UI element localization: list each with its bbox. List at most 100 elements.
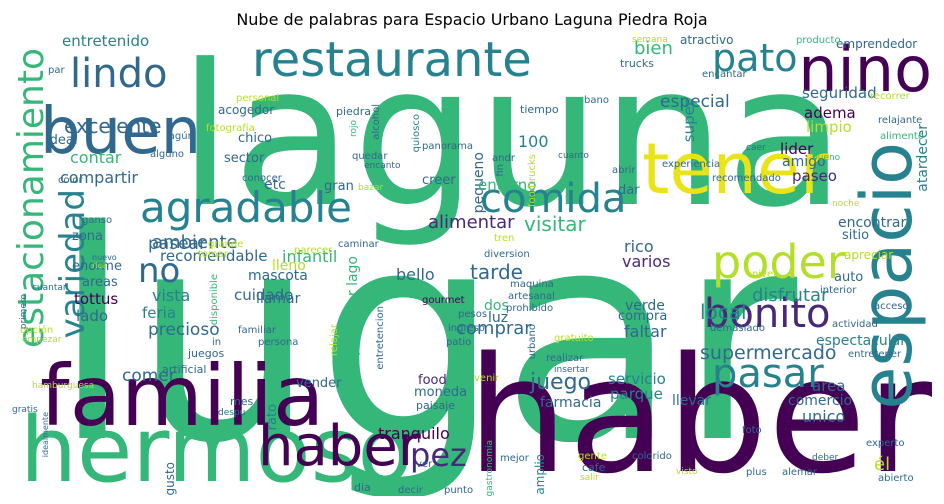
cloud-word: piedra: [336, 105, 372, 118]
cloud-word: amplio: [533, 454, 547, 495]
cloud-word: disponible: [209, 274, 220, 326]
cloud-word: lindo: [70, 51, 168, 97]
cloud-word: poder: [712, 235, 846, 289]
cloud-word: pesos: [458, 309, 488, 320]
cloud-word: compra: [618, 309, 668, 324]
cloud-word: especial: [660, 92, 730, 112]
cloud-word: caer: [746, 143, 766, 153]
chart-title: Nube de palabras para Espacio Urbano Lag…: [236, 10, 708, 29]
cloud-word: entretenido: [62, 34, 150, 50]
cloud-word: bien: [634, 38, 673, 59]
cloud-word: comida: [480, 176, 627, 222]
cloud-word: panorama: [422, 141, 474, 152]
cloud-word: gran: [324, 179, 354, 194]
cloud-word: foodtrucks: [527, 154, 538, 207]
word-cloud: lugar laguna haber hermoso familia restaurant…: [12, 34, 932, 496]
cloud-word: tiempo: [520, 103, 559, 116]
cloud-word: ambiente: [152, 232, 238, 253]
cloud-word: servicio: [608, 370, 666, 388]
cloud-word: prohibido: [506, 303, 554, 314]
cloud-word: relajar: [329, 324, 340, 356]
cloud-word: ganso: [82, 215, 113, 226]
cloud-word: comercio: [788, 393, 853, 409]
cloud-word: artificial: [162, 363, 207, 376]
cloud-word: alemar: [782, 467, 818, 478]
cloud-word: interior: [820, 285, 857, 296]
cloud-word: patio: [446, 337, 472, 348]
cloud-word: sector: [224, 151, 265, 166]
cloud-word: alimento: [880, 131, 924, 142]
cloud-word: vender: [296, 376, 342, 391]
cloud-word: insertar: [554, 365, 589, 375]
cloud-word: fin: [495, 164, 506, 177]
cloud-word: restaurante: [252, 34, 532, 88]
cloud-word: noche: [832, 199, 860, 209]
cloud-word: bello: [396, 265, 435, 284]
cloud-word: contar: [70, 148, 122, 167]
cloud-word: comprar: [456, 318, 532, 339]
cloud-word: bonito: [704, 291, 831, 337]
cloud-word: vista: [152, 286, 191, 305]
cloud-word: luz: [488, 310, 509, 326]
cloud-word: tener: [642, 128, 829, 210]
cloud-word: super: [680, 100, 698, 143]
cloud-word: disfrutar: [752, 285, 829, 306]
cloud-word: bano: [584, 95, 609, 106]
cloud-word: rojo: [349, 120, 359, 138]
cloud-word: gratis: [12, 405, 38, 415]
cloud-word: nuevo: [92, 253, 117, 262]
cloud-word: diversion: [484, 249, 530, 260]
cloud-word: experiencia: [662, 159, 721, 170]
cloud-word: pasear: [148, 234, 206, 254]
cloud-word: limpio: [806, 118, 852, 136]
cloud-word: rico: [624, 237, 654, 256]
cloud-word: plus: [746, 467, 767, 478]
cloud-word: producto: [796, 35, 841, 46]
cloud-word: mascota: [248, 268, 308, 284]
cloud-word: in: [212, 337, 222, 348]
cloud-word: actividad: [832, 319, 878, 330]
cloud-word: quiosco: [411, 114, 422, 153]
cloud-word: él: [874, 454, 891, 475]
cloud-word: haber: [258, 414, 421, 479]
cloud-word: alimentar: [428, 212, 515, 233]
cloud-word: gratuito: [554, 333, 594, 344]
cloud-word: bueno: [812, 153, 841, 163]
cloud-word: atractivo: [680, 34, 734, 47]
cloud-word: decir: [398, 485, 423, 496]
cloud-word: laguna: [178, 34, 846, 251]
cloud-word: verde: [625, 298, 665, 314]
cloud-word: lider: [780, 140, 814, 158]
cloud-word: mejor: [500, 453, 529, 464]
cloud-word: cuantar: [32, 283, 67, 293]
cloud-word: juego: [530, 370, 592, 395]
cloud-word: ideal: [46, 133, 78, 148]
cloud-word: alcohol: [371, 104, 382, 140]
cloud-word: unico: [802, 407, 846, 426]
cloud-word: tren: [494, 233, 515, 244]
cloud-word: encantar: [702, 69, 747, 80]
cloud-word: etc: [264, 177, 286, 193]
cloud-word: agradable: [140, 183, 352, 232]
cloud-word: alguno: [150, 149, 185, 160]
cloud-word: hamburguesa: [32, 381, 95, 391]
cloud-word: compartir: [60, 168, 139, 187]
cloud-word: dos: [484, 298, 509, 314]
cloud-word: lagún: [166, 131, 194, 142]
cloud-word: familiar: [238, 325, 276, 336]
cloud-word: juegos: [188, 347, 225, 360]
cloud-word: buen: [40, 95, 202, 169]
cloud-word: sitio: [842, 228, 870, 243]
cloud-word: faltar: [624, 322, 667, 341]
cloud-word: creer: [422, 173, 456, 188]
cloud-word: deber: [812, 453, 839, 463]
cloud-word: parque: [610, 385, 663, 403]
cloud-word: tottus: [74, 290, 119, 308]
cloud-word: recomendado: [712, 173, 781, 184]
cloud-word: auto: [834, 270, 864, 285]
cloud-word: farmacia: [540, 395, 602, 411]
cloud-word: emprendedor: [836, 37, 918, 51]
cloud-word: food: [418, 373, 447, 388]
cloud-word: lleno: [272, 258, 306, 274]
cloud-word: llamar: [256, 291, 301, 307]
